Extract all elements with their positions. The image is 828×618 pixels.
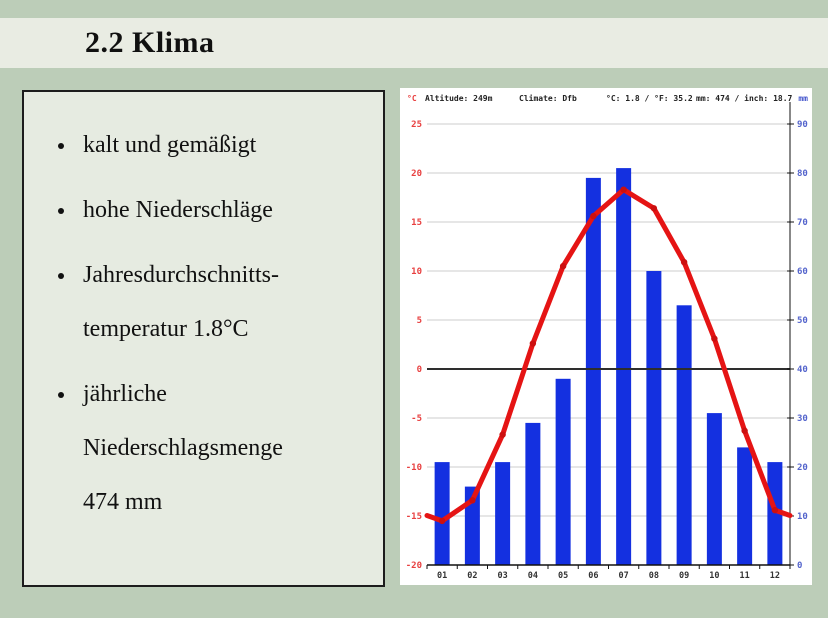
annual-precipitation-label: mm: 474 / inch: 18.7: [696, 94, 793, 103]
precipitation-bar: [616, 168, 632, 565]
precipitation-bar: [767, 462, 783, 565]
list-item: hohe Niederschläge: [24, 183, 383, 237]
temperature-point: [680, 258, 688, 266]
title-band: 2.2 Klima: [0, 18, 828, 68]
month-label: 06: [588, 571, 598, 581]
page-title: 2.2 Klima: [85, 26, 215, 59]
temperature-point: [559, 262, 567, 270]
precip-tick-label: 10: [797, 512, 808, 522]
precip-tick-label: 60: [797, 267, 808, 277]
precip-tick-label: 20: [797, 463, 808, 473]
month-label: 05: [558, 571, 568, 581]
bullet-box: kalt und gemäßigt hohe Niederschläge Jahre…: [22, 90, 385, 587]
precip-tick-label: 30: [797, 414, 808, 424]
mean-temperature-label: °C: 1.8 / °F: 35.2: [606, 94, 693, 103]
temp-axis-unit: °C: [407, 94, 417, 103]
temp-tick-label: 5: [417, 316, 422, 326]
month-label: 01: [437, 571, 447, 581]
precipitation-bar: [737, 447, 753, 565]
precipitation-bar: [525, 422, 541, 565]
temp-tick-label: 25: [411, 120, 422, 130]
month-label: 11: [740, 571, 750, 581]
precip-tick-label: 0: [797, 561, 802, 571]
month-label: 02: [467, 571, 477, 581]
precipitation-bar: [585, 177, 601, 565]
precipitation-bar: [434, 462, 450, 565]
temp-tick-label: -5: [411, 414, 422, 424]
month-label: 07: [619, 571, 629, 581]
precip-tick-label: 90: [797, 120, 808, 130]
temperature-point: [438, 517, 446, 525]
temp-tick-label: 0: [417, 365, 422, 375]
month-label: 10: [709, 571, 719, 581]
temperature-point: [650, 205, 658, 212]
precipitation-bar: [676, 305, 692, 565]
temperature-point: [741, 427, 748, 434]
climate-chart-panel: °C Altitude: 249m Climate: Dfb °C: 1.8 /…: [400, 88, 812, 585]
altitude-label: Altitude: 249m: [425, 94, 493, 103]
precipitation-bar: [646, 271, 662, 565]
precip-tick-label: 70: [797, 218, 808, 228]
bullet-line: jährliche: [83, 381, 167, 407]
bullet-line: 474 mm: [83, 489, 163, 515]
temperature-point: [529, 340, 537, 347]
precipitation-bar: [495, 462, 511, 565]
temp-tick-label: 15: [411, 218, 422, 228]
month-label: 12: [770, 571, 780, 581]
temperature-point: [711, 335, 718, 342]
temp-tick-label: -10: [406, 463, 422, 473]
temp-tick-label: 10: [411, 267, 422, 277]
list-item: jährliche Niederschlagsmenge 474 mm: [24, 367, 383, 529]
climograph: 25 20 15 10 5 0 -5 -10 -15 -20 90 80 70 60 50 40 30 20 10 0…: [400, 88, 812, 585]
temperature-point: [620, 186, 627, 193]
precipitation-bar: [464, 486, 480, 565]
temp-tick-label: 20: [411, 169, 422, 179]
month-label: 08: [649, 571, 659, 581]
bullet-line: Niederschlagsmenge: [83, 435, 283, 461]
precip-axis-unit: mm: [798, 94, 808, 103]
temperature-point: [469, 497, 476, 504]
month-label: 04: [528, 571, 538, 581]
bullet-line: temperatur 1.8°C: [83, 316, 249, 342]
bullet-line: hohe Niederschläge: [83, 197, 273, 223]
month-label: 03: [498, 571, 508, 581]
temperature-point: [590, 212, 597, 220]
precipitation-bar: [706, 413, 722, 565]
temperature-line: [424, 187, 793, 524]
temperature-point: [771, 506, 779, 514]
precip-tick-label: 40: [797, 365, 808, 375]
temp-tick-label: -20: [406, 561, 422, 571]
precip-tick-label: 80: [797, 169, 808, 179]
bullet-line: kalt und gemäßigt: [83, 132, 257, 158]
precip-tick-label: 50: [797, 316, 808, 326]
climate-label: Climate: Dfb: [519, 94, 577, 103]
list-item: kalt und gemäßigt: [24, 118, 383, 172]
temp-tick-label: -15: [406, 512, 422, 522]
temperature-point: [499, 431, 506, 438]
precipitation-bar: [555, 378, 571, 565]
month-label: 09: [679, 571, 689, 581]
list-item: Jahresdurchschnitts-temperatur 1.8°C: [24, 248, 383, 356]
bullet-line: Jahresdurchschnitts-: [83, 262, 279, 288]
